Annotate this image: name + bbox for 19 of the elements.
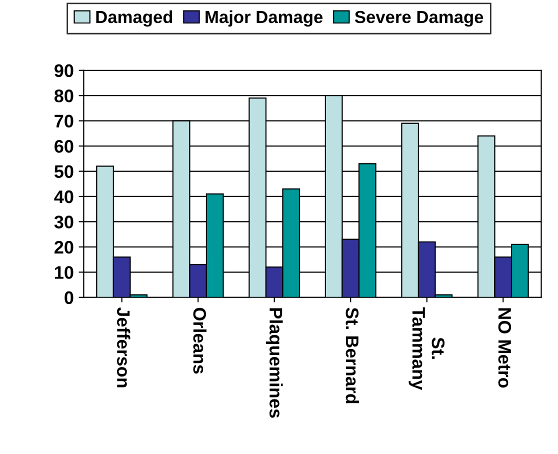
x-tick-label: St. Bernard xyxy=(346,308,360,404)
y-tick-label: 20 xyxy=(54,240,74,254)
y-tick-label: 10 xyxy=(55,266,74,279)
x-tick-label: NO Metro xyxy=(498,308,512,388)
legend-label: Damaged xyxy=(96,10,172,27)
legend-label: Severe Damage xyxy=(354,10,484,27)
y-tick-label: 80 xyxy=(54,90,74,102)
y-tick-label: 30 xyxy=(54,216,74,228)
legend-label: Major Damage xyxy=(206,10,323,27)
y-tick-label: 50 xyxy=(54,165,74,178)
x-tick-label: Orleans xyxy=(193,308,207,374)
x-tick-label: St. Tammany xyxy=(408,307,445,390)
y-tick-label: 70 xyxy=(54,114,74,128)
y-tick-label: 90 xyxy=(54,64,74,78)
x-tick-label: Plaquemines xyxy=(266,308,283,418)
y-tick-label: 60 xyxy=(54,140,74,153)
x-tick-label: Jefferson xyxy=(116,307,130,388)
y-tick-label: 40 xyxy=(54,190,74,204)
y-tick-label: 0 xyxy=(64,291,74,304)
